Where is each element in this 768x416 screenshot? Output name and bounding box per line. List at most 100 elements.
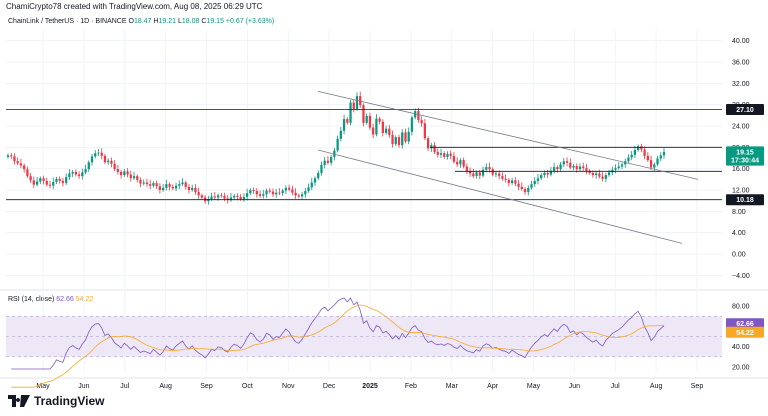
candle-body[interactable] xyxy=(465,166,469,172)
candle-body[interactable] xyxy=(381,121,384,133)
rsi-title[interactable]: RSI (14, close) xyxy=(8,296,55,303)
candle-body[interactable] xyxy=(662,151,666,156)
candle-body[interactable] xyxy=(326,160,330,163)
candle-body[interactable] xyxy=(307,187,310,192)
candle-body[interactable] xyxy=(436,152,439,155)
candle-body[interactable] xyxy=(90,156,94,163)
candle-body[interactable] xyxy=(439,153,443,155)
candle-body[interactable] xyxy=(627,157,630,162)
candle-body[interactable] xyxy=(475,172,478,177)
candle-body[interactable] xyxy=(355,96,359,109)
candle-body[interactable] xyxy=(582,166,585,169)
candle-body[interactable] xyxy=(462,160,465,167)
candle-body[interactable] xyxy=(317,172,320,179)
candle-body[interactable] xyxy=(171,186,174,189)
candle-body[interactable] xyxy=(426,138,430,149)
candle-body[interactable] xyxy=(297,195,300,197)
candle-body[interactable] xyxy=(591,172,595,176)
candle-body[interactable] xyxy=(423,123,426,139)
candle-body[interactable] xyxy=(258,194,262,196)
candle-body[interactable] xyxy=(194,187,197,193)
candle-body[interactable] xyxy=(39,178,42,182)
candle-body[interactable] xyxy=(197,192,200,196)
candle-body[interactable] xyxy=(478,172,481,176)
candle-body[interactable] xyxy=(339,130,342,139)
candle-body[interactable] xyxy=(262,194,265,196)
candle-body[interactable] xyxy=(365,115,368,123)
candle-body[interactable] xyxy=(233,195,236,198)
candle-body[interactable] xyxy=(394,137,397,145)
candle-body[interactable] xyxy=(42,178,45,181)
candle-body[interactable] xyxy=(546,172,549,175)
candle-body[interactable] xyxy=(310,182,313,188)
candle-body[interactable] xyxy=(181,182,184,185)
candle-body[interactable] xyxy=(601,176,604,179)
candle-body[interactable] xyxy=(330,156,333,163)
candle-body[interactable] xyxy=(110,160,113,164)
candle-body[interactable] xyxy=(213,196,216,198)
candle-body[interactable] xyxy=(6,155,10,157)
candle-body[interactable] xyxy=(569,162,572,168)
candle-body[interactable] xyxy=(246,193,249,197)
candle-body[interactable] xyxy=(498,173,501,177)
candle-body[interactable] xyxy=(81,172,84,177)
candle-body[interactable] xyxy=(116,169,120,172)
candle-body[interactable] xyxy=(491,169,494,175)
candle-body[interactable] xyxy=(514,180,517,184)
tradingview-logo[interactable]: TradingView xyxy=(8,392,104,410)
candle-body[interactable] xyxy=(559,164,562,170)
candle-body[interactable] xyxy=(362,105,365,123)
rsi-line[interactable] xyxy=(11,297,665,370)
candle-body[interactable] xyxy=(313,178,317,183)
candle-body[interactable] xyxy=(158,186,162,190)
candle-body[interactable] xyxy=(207,199,210,202)
candle-body[interactable] xyxy=(294,192,297,196)
candle-body[interactable] xyxy=(29,176,32,181)
candle-body[interactable] xyxy=(517,183,520,187)
candle-body[interactable] xyxy=(278,192,281,194)
candle-body[interactable] xyxy=(48,184,52,186)
channel-upper-trendline[interactable] xyxy=(317,90,699,180)
candle-body[interactable] xyxy=(510,180,514,184)
candle-body[interactable] xyxy=(375,118,378,135)
candle-body[interactable] xyxy=(174,185,178,189)
candle-body[interactable] xyxy=(614,168,617,170)
candle-body[interactable] xyxy=(488,167,491,170)
candle-body[interactable] xyxy=(504,178,507,180)
candle-body[interactable] xyxy=(107,160,110,163)
candle-body[interactable] xyxy=(562,161,565,165)
candle-body[interactable] xyxy=(123,171,126,176)
candle-body[interactable] xyxy=(349,102,352,123)
candle-body[interactable] xyxy=(414,111,417,118)
candle-body[interactable] xyxy=(494,173,498,175)
candle-body[interactable] xyxy=(536,178,540,181)
candle-body[interactable] xyxy=(26,169,29,177)
candle-body[interactable] xyxy=(523,188,527,193)
candle-body[interactable] xyxy=(607,172,611,176)
candle-body[interactable] xyxy=(242,196,246,200)
candle-body[interactable] xyxy=(401,132,404,146)
candle-body[interactable] xyxy=(372,127,375,135)
candle-body[interactable] xyxy=(430,145,433,149)
candle-body[interactable] xyxy=(100,152,103,156)
candle-body[interactable] xyxy=(71,171,74,174)
candle-body[interactable] xyxy=(255,191,258,195)
candle-body[interactable] xyxy=(320,164,323,173)
candle-body[interactable] xyxy=(87,162,90,170)
candle-body[interactable] xyxy=(126,171,129,175)
candle-body[interactable] xyxy=(284,187,288,191)
candle-body[interactable] xyxy=(420,120,423,124)
candle-body[interactable] xyxy=(119,171,123,176)
candle-body[interactable] xyxy=(656,158,659,165)
candle-body[interactable] xyxy=(155,183,158,187)
candle-body[interactable] xyxy=(649,160,653,168)
candle-body[interactable] xyxy=(210,196,213,200)
candle-body[interactable] xyxy=(378,118,381,122)
candle-body[interactable] xyxy=(103,155,107,163)
price-chart[interactable]: 40.0036.0032.0028.0024.0020.0016.0012.00… xyxy=(0,0,768,392)
candle-body[interactable] xyxy=(346,119,349,123)
candle-body[interactable] xyxy=(359,96,362,106)
candle-body[interactable] xyxy=(527,187,530,193)
candle-body[interactable] xyxy=(55,178,58,182)
candle-body[interactable] xyxy=(145,182,149,185)
